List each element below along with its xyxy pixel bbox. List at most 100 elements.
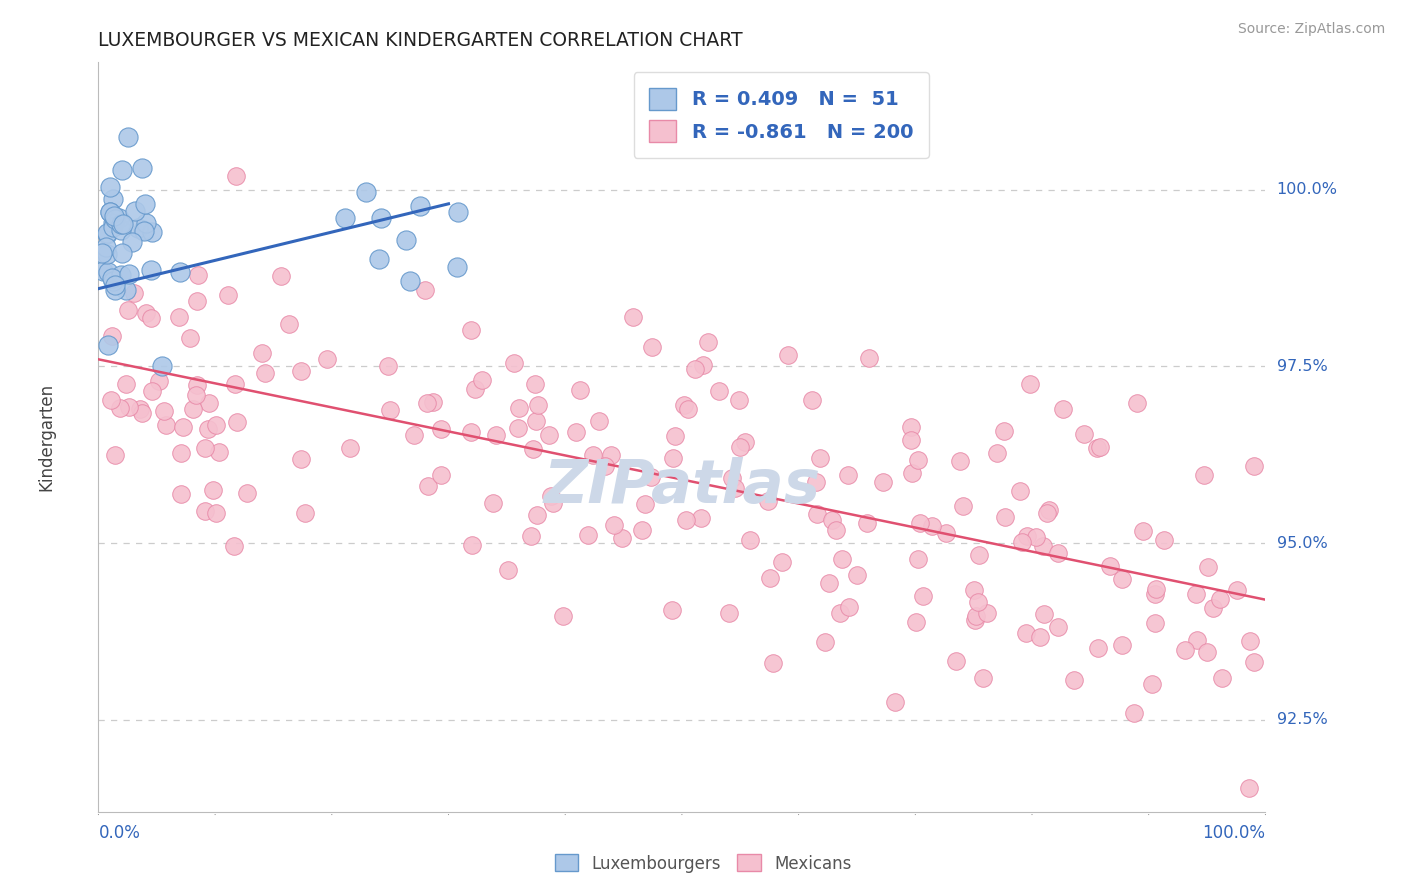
Point — [135, 306, 157, 320]
Point — [1085, 441, 1108, 455]
Point — [1226, 583, 1249, 598]
Point — [101, 192, 124, 206]
Point — [935, 526, 957, 541]
Point — [1088, 440, 1111, 454]
Point — [290, 364, 312, 378]
Point — [416, 396, 439, 410]
Point — [447, 204, 470, 219]
Point — [170, 446, 193, 460]
Point — [277, 317, 299, 331]
Point — [502, 355, 524, 369]
Point — [471, 373, 494, 387]
Point — [1184, 586, 1206, 600]
Point — [430, 422, 453, 436]
Point — [222, 539, 245, 553]
Point — [104, 278, 127, 293]
Point — [728, 440, 751, 454]
Point — [1032, 607, 1054, 621]
Point — [610, 531, 633, 545]
Point — [104, 212, 127, 227]
Point — [429, 467, 451, 482]
Point — [553, 608, 575, 623]
Point — [117, 303, 139, 318]
Point — [197, 421, 219, 435]
Point — [582, 448, 605, 462]
Point — [91, 263, 114, 277]
Point — [801, 392, 824, 407]
Point — [1143, 615, 1166, 630]
Point — [676, 401, 699, 416]
Point — [354, 185, 377, 199]
Point — [96, 226, 118, 240]
Point — [921, 518, 943, 533]
Point — [368, 252, 391, 266]
Point — [380, 403, 402, 417]
Point — [172, 420, 194, 434]
Point — [134, 196, 156, 211]
Point — [967, 549, 990, 563]
Text: 92.5%: 92.5% — [1277, 713, 1327, 727]
Point — [1015, 626, 1038, 640]
Text: Source: ZipAtlas.com: Source: ZipAtlas.com — [1237, 22, 1385, 37]
Point — [1243, 655, 1265, 669]
Point — [1144, 582, 1167, 597]
Point — [776, 348, 799, 362]
Point — [901, 466, 924, 480]
Point — [963, 614, 986, 628]
Point — [169, 310, 191, 324]
Point — [132, 223, 155, 237]
Point — [1111, 572, 1133, 586]
Point — [872, 475, 894, 489]
Point — [98, 204, 121, 219]
Point — [333, 211, 356, 226]
Point — [108, 211, 131, 225]
Point — [814, 635, 837, 649]
Point — [90, 246, 112, 260]
Point — [464, 382, 486, 396]
Point — [97, 265, 120, 279]
Point — [640, 470, 662, 484]
Point — [506, 421, 529, 435]
Point — [831, 552, 853, 566]
Point — [1019, 376, 1042, 391]
Point — [416, 479, 439, 493]
Point — [194, 442, 217, 456]
Point — [1209, 592, 1232, 607]
Point — [170, 487, 193, 501]
Point — [485, 428, 508, 442]
Point — [179, 331, 201, 345]
Point — [101, 220, 124, 235]
Point — [152, 359, 174, 374]
Point — [148, 374, 170, 388]
Point — [911, 589, 934, 603]
Legend: R = 0.409   N =  51, R = -0.861   N = 200: R = 0.409 N = 51, R = -0.861 N = 200 — [634, 72, 929, 158]
Text: LUXEMBOURGER VS MEXICAN KINDERGARTEN CORRELATION CHART: LUXEMBOURGER VS MEXICAN KINDERGARTEN COR… — [98, 31, 742, 50]
Point — [131, 161, 153, 175]
Point — [1123, 706, 1146, 720]
Point — [217, 288, 239, 302]
Point — [110, 217, 132, 231]
Text: 97.5%: 97.5% — [1277, 359, 1327, 374]
Point — [905, 615, 928, 629]
Point — [770, 555, 793, 569]
Point — [522, 442, 544, 457]
Point — [728, 392, 751, 407]
Point — [413, 283, 436, 297]
Point — [460, 323, 482, 337]
Point — [118, 267, 141, 281]
Point — [1099, 558, 1122, 573]
Point — [1132, 524, 1154, 538]
Point — [541, 496, 564, 510]
Point — [141, 384, 163, 399]
Point — [759, 571, 782, 585]
Point — [720, 471, 742, 485]
Point — [461, 538, 484, 552]
Point — [224, 376, 246, 391]
Point — [972, 671, 994, 685]
Point — [908, 516, 931, 530]
Point — [482, 496, 505, 510]
Point — [183, 401, 205, 416]
Point — [520, 529, 543, 543]
Point — [115, 284, 138, 298]
Point — [446, 260, 468, 274]
